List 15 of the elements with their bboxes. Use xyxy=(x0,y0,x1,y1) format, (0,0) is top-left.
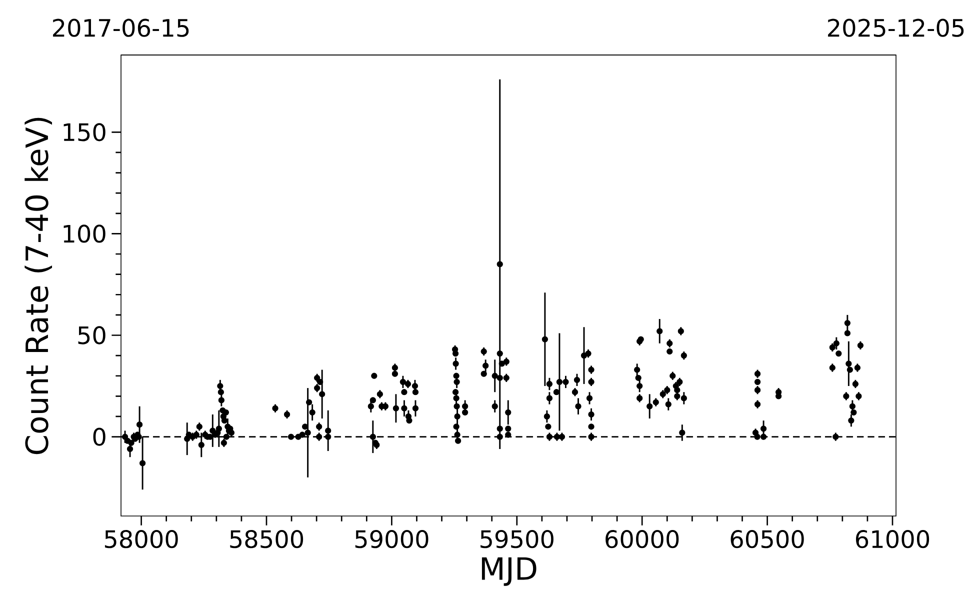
y-axis-title: Count Rate (7-40 keV) xyxy=(24,118,52,454)
x-tick-label: 58000 xyxy=(104,530,178,548)
x2-tick-label: 2025-12-05 xyxy=(828,18,964,37)
y-tick-label: 50 xyxy=(78,326,106,344)
y-tick-label: 150 xyxy=(64,123,106,142)
x-tick-label: 58500 xyxy=(230,530,304,548)
x-tick-label: 59500 xyxy=(480,530,554,548)
x-tick-label: 61000 xyxy=(856,530,930,548)
x2-tick-label: 2017-06-15 xyxy=(53,18,189,37)
x-tick-label: 60000 xyxy=(606,530,679,548)
y-tick-label: 100 xyxy=(64,224,106,243)
x-axis-title: MJD xyxy=(482,557,536,586)
y-tick-label: 0 xyxy=(93,428,106,446)
x-tick-label: 60500 xyxy=(730,530,804,548)
x-tick-label: 59000 xyxy=(355,530,428,548)
